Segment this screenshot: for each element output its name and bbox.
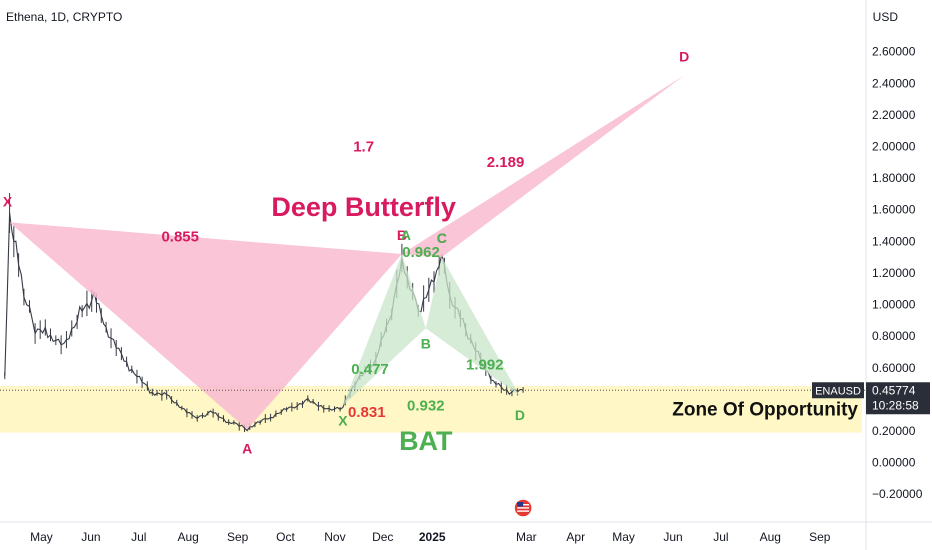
x-tick-label: Sep xyxy=(809,530,831,544)
bat-ratio-label: 0.962 xyxy=(402,244,440,261)
y-tick-label: 0.20000 xyxy=(872,424,916,438)
x-tick-label: Jun xyxy=(81,530,100,544)
deep-butterfly-point-d: D xyxy=(679,48,689,64)
bat-ratio-label: 0.831 xyxy=(348,404,386,421)
us-flag-event-icon[interactable] xyxy=(513,498,533,518)
x-tick-label: May xyxy=(612,530,635,544)
y-tick-label: 2.00000 xyxy=(872,140,916,154)
zone-label: Zone Of Opportunity xyxy=(672,400,858,421)
y-tick-label: 1.40000 xyxy=(872,234,916,248)
x-tick-label: Aug xyxy=(178,530,199,544)
y-tick-label: −0.20000 xyxy=(872,487,923,501)
x-tick-label: Oct xyxy=(276,530,295,544)
x-tick-label: Jul xyxy=(131,530,146,544)
deep-butterfly-title: Deep Butterfly xyxy=(271,192,456,222)
bat-triangle-xab xyxy=(342,253,426,406)
symbol-badge xyxy=(812,382,864,399)
y-tick-label: 1.00000 xyxy=(872,298,916,312)
bat-point-x: X xyxy=(338,413,348,429)
x-tick-label: Mar xyxy=(516,530,537,544)
symbol-badge-text: ENAUSD xyxy=(815,385,861,397)
x-tick-label: Apr xyxy=(566,530,585,544)
y-tick-label: 0.60000 xyxy=(872,361,916,375)
deep-butterfly-point-x: X xyxy=(3,193,13,209)
x-tick-label: Aug xyxy=(760,530,781,544)
bat-ratio-label: 0.932 xyxy=(407,397,445,414)
y-tick-label: 2.20000 xyxy=(872,108,916,122)
x-tick-label: Nov xyxy=(324,530,345,544)
y-tick-label: 0.00000 xyxy=(872,456,916,470)
bat-point-b: B xyxy=(421,335,431,351)
bat-triangle-bcd xyxy=(425,257,520,397)
currency-label: USD xyxy=(872,10,898,24)
deep-butterfly-point-b: B xyxy=(397,227,407,243)
y-tick-label: 1.80000 xyxy=(872,171,916,185)
deep-butterfly-point-c: C xyxy=(437,230,447,246)
deep-butterfly-point-a: A xyxy=(242,440,252,456)
bat-title: BAT xyxy=(399,426,453,456)
bar-countdown: 10:28:58 xyxy=(872,398,919,412)
bat-ratio-label: 0.477 xyxy=(351,361,389,378)
last-price-badge xyxy=(866,382,930,415)
x-tick-label: Jul xyxy=(713,530,728,544)
y-tick-label: 2.60000 xyxy=(872,45,916,59)
bat-point-d: D xyxy=(515,407,525,423)
x-tick-label: 2025 xyxy=(419,530,446,544)
y-tick-label: 0.80000 xyxy=(872,329,916,343)
y-tick-label: 1.60000 xyxy=(872,203,916,217)
deep-butterfly-ratio-label: 1.7 xyxy=(353,138,374,155)
deep-butterfly-triangle-bcd xyxy=(401,75,685,258)
last-price-value: 0.45774 xyxy=(872,383,916,397)
y-tick-label: 2.40000 xyxy=(872,76,916,90)
bat-point-c: C xyxy=(437,230,447,246)
x-tick-label: Jun xyxy=(663,530,682,544)
deep-butterfly-triangle-xab xyxy=(9,222,402,430)
symbol-title: Ethena, 1D, CRYPTO xyxy=(6,10,123,24)
deep-butterfly-ratio-label: 2.189 xyxy=(487,154,525,171)
bat-ratio-label: 1.992 xyxy=(466,356,504,373)
x-tick-label: May xyxy=(30,530,53,544)
x-tick-label: Dec xyxy=(372,530,393,544)
deep-butterfly-ratio-label: 0.855 xyxy=(161,228,199,245)
bat-point-a: A xyxy=(401,227,411,243)
y-tick-label: 1.20000 xyxy=(872,266,916,280)
x-tick-label: Sep xyxy=(227,530,249,544)
zone-of-opportunity-band xyxy=(0,385,862,433)
